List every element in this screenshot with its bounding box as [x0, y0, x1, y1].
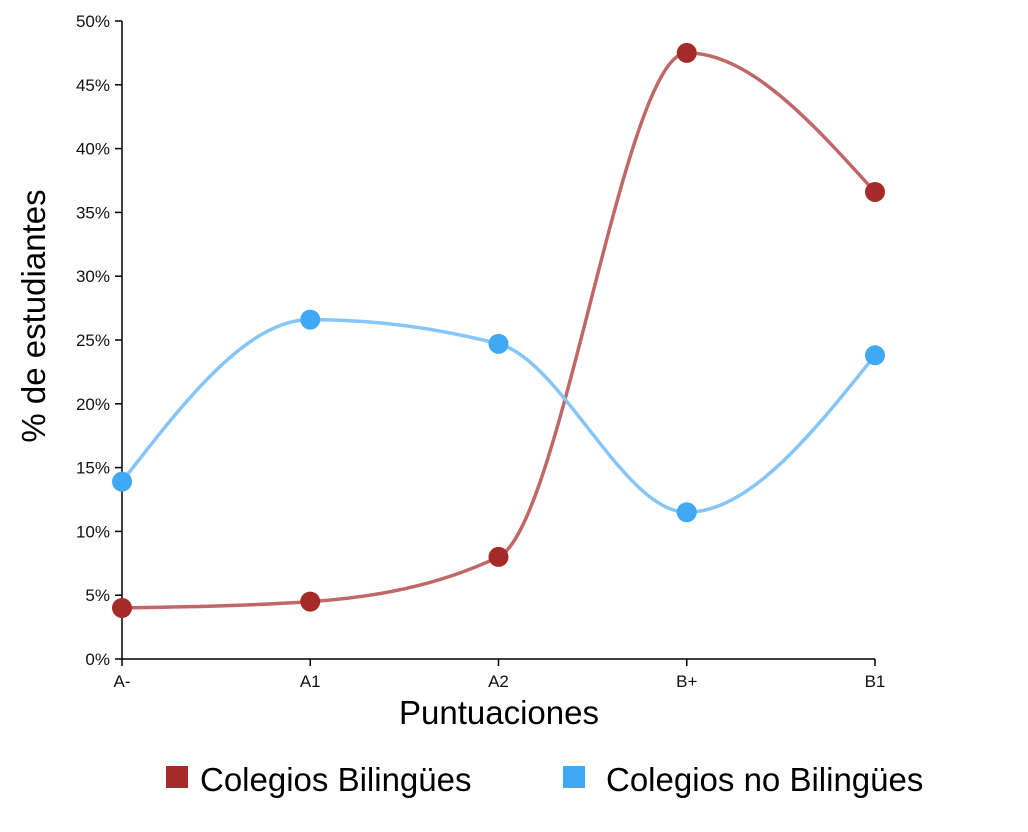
y-tick-label: 10%: [76, 522, 110, 541]
y-tick-label: 0%: [85, 650, 110, 669]
legend: Colegios Bilingües Colegios no Bilingües: [166, 761, 923, 798]
y-tick-label: 30%: [76, 267, 110, 286]
data-point: [865, 181, 885, 202]
x-tick-label: A-: [114, 672, 131, 691]
y-tick-label: 40%: [76, 140, 110, 159]
y-tick-label: 5%: [85, 586, 110, 605]
series-layer: [112, 42, 885, 618]
data-point: [488, 546, 509, 567]
data-point: [676, 42, 697, 63]
legend-label-no-bilingues: Colegios no Bilingües: [606, 761, 923, 798]
data-point: [112, 471, 132, 492]
y-tick-label: 45%: [76, 76, 110, 95]
y-tick-label: 50%: [76, 12, 110, 31]
data-point: [300, 591, 321, 612]
legend-swatch-no-bilingues: [563, 766, 585, 788]
y-axis-title: % de estudiantes: [15, 189, 52, 442]
data-point: [865, 345, 885, 366]
y-tick-label: 35%: [76, 203, 110, 222]
series-line-1: [120, 317, 877, 515]
x-tick-label: B1: [865, 672, 886, 691]
data-point: [112, 597, 132, 618]
x-tick-label: A2: [488, 672, 509, 691]
y-tick-label: 25%: [76, 331, 110, 350]
data-point: [676, 502, 697, 523]
x-axis: A- A1 A2 B+ B1: [114, 658, 886, 691]
legend-label-bilingues: Colegios Bilingües: [200, 761, 472, 798]
data-point: [300, 309, 321, 330]
series-lines: [120, 51, 877, 610]
series-line-0: [121, 51, 877, 610]
x-tick-label: A1: [300, 672, 321, 691]
x-tick-label: B+: [676, 672, 697, 691]
y-tick-label: 15%: [76, 459, 110, 478]
legend-swatch-bilingues: [166, 766, 188, 788]
y-axis: 0% 5% 10% 15% 20% 25% 30% 35% 40% 45% 50%: [76, 12, 123, 669]
y-tick-label: 20%: [76, 395, 110, 414]
data-point: [488, 333, 509, 354]
x-axis-title: Puntuaciones: [399, 694, 599, 731]
series-points: [112, 42, 885, 618]
